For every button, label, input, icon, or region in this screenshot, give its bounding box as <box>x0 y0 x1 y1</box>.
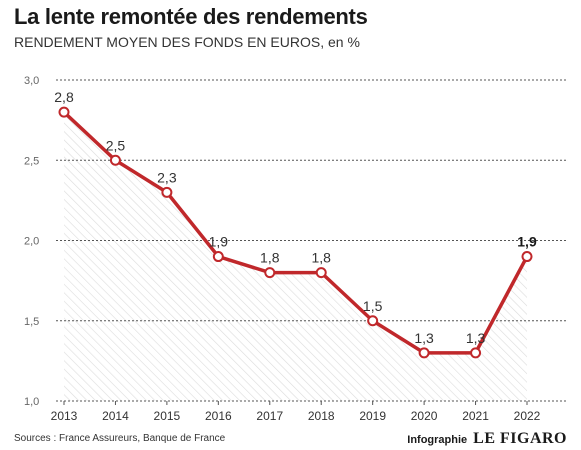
credit-label: Infographie <box>407 434 468 446</box>
data-label: 1,9 <box>517 234 537 250</box>
data-label: 1,3 <box>466 330 486 346</box>
brand-logo: LE FIGARO <box>473 430 567 447</box>
y-tick-label: 2,0 <box>24 236 39 248</box>
data-point <box>315 267 327 279</box>
data-label: 2,5 <box>106 137 126 153</box>
y-tick-label: 3,0 <box>24 75 39 87</box>
data-label: 1,3 <box>414 330 434 346</box>
credit: Infographie LE FIGARO <box>407 430 567 448</box>
data-point <box>161 186 173 198</box>
y-tick-label: 1,5 <box>24 316 39 328</box>
data-point <box>264 267 276 279</box>
y-tick-label: 2,5 <box>24 155 39 167</box>
y-tick-label: 1,0 <box>24 396 39 408</box>
data-label: 1,8 <box>311 250 331 266</box>
x-tick-label: 2013 <box>51 409 78 423</box>
data-point <box>109 154 121 166</box>
data-label: 1,8 <box>260 250 280 266</box>
data-point <box>367 315 379 327</box>
x-tick-label: 2015 <box>154 409 181 423</box>
x-tick-label: 2014 <box>102 409 129 423</box>
data-point <box>212 251 224 263</box>
data-label: 1,5 <box>363 298 383 314</box>
data-point <box>470 347 482 359</box>
area-fill <box>64 112 527 401</box>
x-tick-label: 2017 <box>256 409 283 423</box>
chart-subtitle: RENDEMENT MOYEN DES FONDS EN EUROS, en % <box>14 34 360 50</box>
chart-title: La lente remontée des rendements <box>14 4 368 29</box>
x-tick-label: 2016 <box>205 409 232 423</box>
x-tick-label: 2021 <box>462 409 489 423</box>
x-tick-label: 2022 <box>514 409 541 423</box>
data-label: 2,3 <box>157 169 177 185</box>
data-label: 1,9 <box>209 234 229 250</box>
data-point <box>521 251 533 263</box>
x-tick-label: 2019 <box>359 409 386 423</box>
x-tick-label: 2018 <box>308 409 335 423</box>
series-line <box>62 110 529 355</box>
x-tick-label: 2020 <box>411 409 438 423</box>
data-point <box>58 106 70 118</box>
data-point <box>418 347 430 359</box>
sources-note: Sources : France Assureurs, Banque de Fr… <box>14 433 226 444</box>
data-label: 2,8 <box>54 89 74 105</box>
